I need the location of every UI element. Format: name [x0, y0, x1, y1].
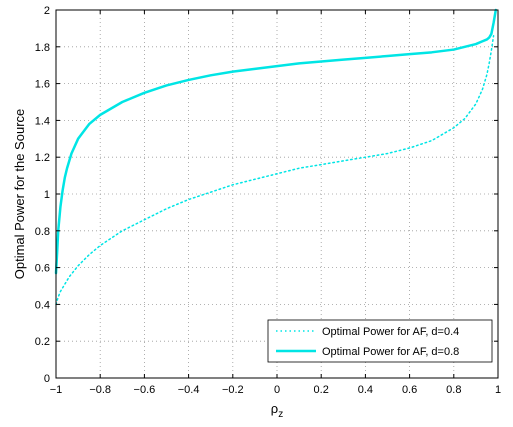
- x-tick-label: 0: [274, 384, 280, 396]
- x-axis-label-subscript: z: [278, 409, 283, 420]
- y-tick-label: 0.4: [35, 299, 50, 311]
- x-tick-label: −1: [50, 384, 63, 396]
- x-tick-label: −0.4: [178, 384, 200, 396]
- x-tick-label: −0.6: [134, 384, 156, 396]
- grid: [56, 10, 498, 378]
- y-tick-label: 1: [44, 189, 50, 201]
- series-group: [54, 8, 498, 306]
- x-tick-label: 0.8: [446, 384, 461, 396]
- y-tick-label: 0.2: [35, 336, 50, 348]
- legend-label-d08: Optimal Power for AF, d=0.8: [322, 346, 459, 358]
- y-tick-label: 0: [44, 373, 50, 385]
- legend: Optimal Power for AF, d=0.4 Optimal Powe…: [267, 319, 493, 363]
- y-tick-label: 1.8: [35, 42, 50, 54]
- x-tick-label: −0.2: [222, 384, 244, 396]
- y-axis-label: Optimal Power for the Source: [12, 109, 27, 280]
- legend-box: [267, 319, 493, 363]
- y-tick-label: 0.8: [35, 226, 50, 238]
- y-tick-label: 1.4: [35, 115, 50, 127]
- x-tick-label: 0.6: [402, 384, 417, 396]
- y-tick-label: 0.6: [35, 263, 50, 275]
- x-tick-label: 0.4: [358, 384, 373, 396]
- x-axis-label: ρz: [271, 401, 283, 420]
- y-tick-label: 2: [44, 5, 50, 17]
- y-tick-label: 1.6: [35, 79, 50, 91]
- tick-labels: −1 −0.8 −0.6 −0.4 −0.2 0 0.2 0.4 0.6 0.8 1 0 0.2 0.4 0…: [35, 5, 501, 396]
- x-tick-label: −0.8: [89, 384, 111, 396]
- series-line-0: [55, 35, 495, 306]
- x-axis-label-main: ρ: [271, 401, 278, 416]
- ticks: [55, 9, 499, 379]
- x-tick-label: 1: [495, 384, 501, 396]
- y-tick-label: 1.2: [35, 152, 50, 164]
- legend-label-d04: Optimal Power for AF, d=0.4: [322, 326, 459, 338]
- series-line-1: [54, 8, 498, 275]
- x-tick-label: 0.2: [314, 384, 329, 396]
